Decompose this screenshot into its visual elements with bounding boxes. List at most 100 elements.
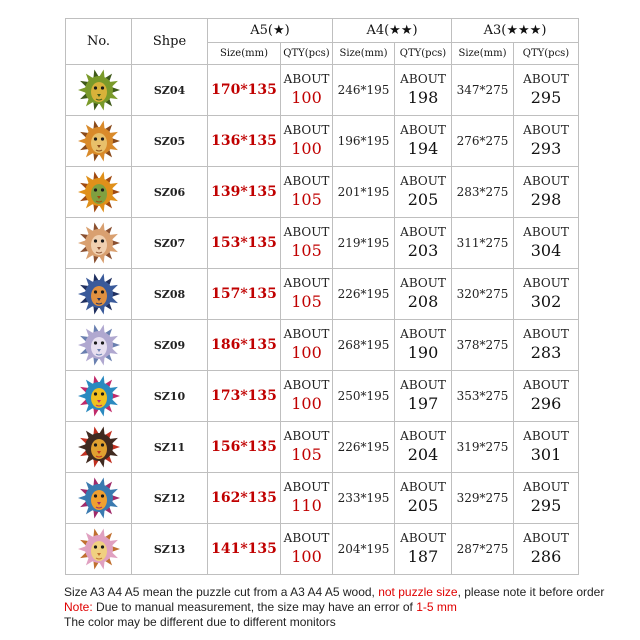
a4-qty: ABOUT 194 (394, 115, 452, 167)
table-row: SZ11 156*135 ABOUT 105 226*195 ABOUT 204 319*27… (65, 421, 580, 473)
a3-size: 320*275 (451, 268, 514, 320)
a4-qty: ABOUT 190 (394, 319, 452, 371)
a5-size: 139*135 (207, 166, 281, 218)
a5-size: 170*135 (207, 64, 281, 116)
a5-qty: ABOUT 110 (280, 472, 333, 524)
note-label: Note: (64, 600, 93, 614)
qty-value: 295 (530, 88, 562, 108)
shape-code: SZ11 (131, 421, 208, 473)
a3-size: 276*275 (451, 115, 514, 167)
qty-value: 105 (291, 445, 322, 465)
a4-qty: ABOUT 187 (394, 523, 452, 575)
about-label: ABOUT (523, 174, 569, 189)
lion-dark-icon (77, 426, 120, 468)
qty-value: 208 (407, 292, 439, 312)
a3-size: 347*275 (451, 64, 514, 116)
a3-qty: ABOUT 304 (512, 217, 580, 269)
shape-image-cell (65, 319, 132, 371)
a3-qty: ABOUT 283 (512, 319, 580, 371)
header-qty-a3: QTY(pcs) (512, 42, 580, 65)
a5-qty: ABOUT 100 (280, 115, 333, 167)
about-label: ABOUT (523, 225, 569, 240)
lion-amber-icon (77, 171, 120, 213)
table-row: SZ05 136*135 ABOUT 100 196*195 ABOUT 194 276*27… (65, 115, 580, 167)
about-label: ABOUT (523, 429, 569, 444)
a5-size: 153*135 (207, 217, 281, 269)
shape-code: SZ10 (131, 370, 208, 422)
shape-image-cell (65, 217, 132, 269)
qty-value: 105 (291, 190, 322, 210)
lion-orange-icon (77, 120, 120, 162)
about-label: ABOUT (400, 480, 446, 495)
about-label: ABOUT (400, 225, 446, 240)
a3-qty: ABOUT 302 (512, 268, 580, 320)
lion-circle-pink-icon (77, 528, 120, 570)
shape-image-cell (65, 268, 132, 320)
lion-round-icon (77, 477, 120, 519)
table-row: SZ09 186*135 ABOUT 100 268*195 ABOUT 190 378*27… (65, 319, 580, 371)
qty-value: 205 (407, 190, 439, 210)
about-label: ABOUT (283, 174, 330, 189)
about-label: ABOUT (400, 429, 446, 444)
a3-qty: ABOUT 286 (512, 523, 580, 575)
qty-value: 293 (530, 139, 562, 159)
header-group-a3: A3(★★★) (450, 18, 580, 43)
shape-code: SZ08 (131, 268, 208, 320)
a5-qty: ABOUT 100 (280, 319, 333, 371)
table-row: SZ12 162*135 ABOUT 110 233*195 ABOUT 205 329*27… (65, 472, 580, 524)
qty-value: 105 (291, 241, 322, 261)
a5-qty: ABOUT 105 (280, 217, 333, 269)
a3-size: 319*275 (451, 421, 514, 473)
a4-size: 250*195 (332, 370, 395, 422)
about-label: ABOUT (400, 276, 446, 291)
a5-qty: ABOUT 100 (280, 64, 333, 116)
a4-qty: ABOUT 203 (394, 217, 452, 269)
header-no: No. (65, 18, 132, 65)
a4-size: 226*195 (332, 421, 395, 473)
qty-value: 283 (530, 343, 562, 363)
about-label: ABOUT (283, 225, 330, 240)
qty-value: 198 (407, 88, 439, 108)
about-label: ABOUT (400, 123, 446, 138)
about-label: ABOUT (283, 480, 330, 495)
a3-size: 287*275 (451, 523, 514, 575)
qty-value: 204 (407, 445, 439, 465)
note-line-2: Note: Due to manual measurement, the siz… (64, 600, 457, 614)
shape-image-cell (65, 166, 132, 218)
a4-size: 233*195 (332, 472, 395, 524)
about-label: ABOUT (283, 276, 330, 291)
a4-qty: ABOUT 205 (394, 472, 452, 524)
shape-image-cell (65, 64, 132, 116)
lioness-icon (77, 222, 120, 264)
qty-value: 100 (291, 394, 322, 414)
qty-value: 295 (530, 496, 562, 516)
about-label: ABOUT (523, 276, 569, 291)
a3-qty: ABOUT 298 (512, 166, 580, 218)
about-label: ABOUT (283, 378, 330, 393)
shape-image-cell (65, 472, 132, 524)
a4-qty: ABOUT 204 (394, 421, 452, 473)
footnotes: Size A3 A4 A5 mean the puzzle cut from a… (64, 585, 624, 630)
about-label: ABOUT (523, 531, 569, 546)
shape-image-cell (65, 115, 132, 167)
about-label: ABOUT (523, 327, 569, 342)
about-label: ABOUT (283, 123, 330, 138)
a4-size: 219*195 (332, 217, 395, 269)
about-label: ABOUT (283, 327, 330, 342)
header-shape: Shpe (131, 18, 208, 65)
about-label: ABOUT (400, 72, 446, 87)
header-qty-a4: QTY(pcs) (394, 42, 452, 65)
a3-qty: ABOUT 295 (512, 472, 580, 524)
header-size-a4: Size(mm) (332, 42, 395, 65)
about-label: ABOUT (523, 72, 569, 87)
a5-qty: ABOUT 105 (280, 268, 333, 320)
a4-size: 204*195 (332, 523, 395, 575)
qty-value: 286 (530, 547, 562, 567)
about-label: ABOUT (283, 531, 330, 546)
a5-qty: ABOUT 100 (280, 370, 333, 422)
qty-value: 100 (291, 547, 322, 567)
about-label: ABOUT (523, 123, 569, 138)
a5-size: 173*135 (207, 370, 281, 422)
error-range-text: 1-5 mm (416, 600, 457, 614)
lion-rainbow-icon (77, 375, 120, 417)
